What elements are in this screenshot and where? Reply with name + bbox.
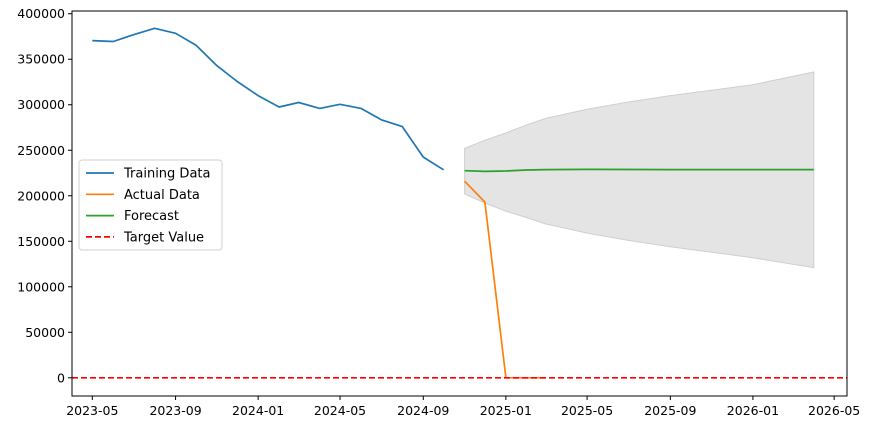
x-tick-label: 2024-05 bbox=[314, 403, 366, 418]
x-tick-label: 2026-05 bbox=[808, 403, 860, 418]
y-tick-label: 250000 bbox=[17, 143, 65, 158]
x-tick-label: 2024-01 bbox=[232, 403, 284, 418]
y-tick-label: 0 bbox=[57, 370, 65, 385]
legend-label-training-data: Training Data bbox=[123, 167, 210, 182]
legend-label-forecast: Forecast bbox=[124, 209, 179, 224]
legend-box bbox=[78, 159, 223, 251]
y-tick-label: 100000 bbox=[17, 279, 65, 294]
y-tick-label: 300000 bbox=[17, 97, 65, 112]
x-tick-label: 2025-01 bbox=[480, 403, 532, 418]
x-tick-label: 2026-01 bbox=[727, 403, 779, 418]
forecast-line bbox=[464, 168, 814, 173]
x-tick-label: 2025-09 bbox=[644, 403, 696, 418]
y-tick-label: 200000 bbox=[17, 188, 65, 203]
axes: 0 50000 100000 150000 200000 250000 300000 3500… bbox=[17, 6, 860, 418]
y-tick-label: 350000 bbox=[17, 52, 65, 67]
x-tick-label: 2024-09 bbox=[397, 403, 449, 418]
y-tick-label: 150000 bbox=[17, 234, 65, 249]
plot-area-frame bbox=[71, 10, 848, 397]
y-tick-label: 50000 bbox=[25, 325, 65, 340]
x-tick-label: 2025-05 bbox=[561, 403, 613, 418]
legend: Training Data Actual Data Forecast Target V… bbox=[78, 159, 223, 251]
x-tick-label: 2023-05 bbox=[66, 403, 118, 418]
legend-label-actual-data: Actual Data bbox=[124, 188, 200, 203]
series-layer bbox=[72, 27, 847, 379]
training-data-line bbox=[92, 27, 445, 171]
x-tick-label: 2023-09 bbox=[149, 403, 201, 418]
y-tick-label: 400000 bbox=[17, 6, 65, 21]
legend-label-target-value: Target Value bbox=[123, 230, 204, 245]
